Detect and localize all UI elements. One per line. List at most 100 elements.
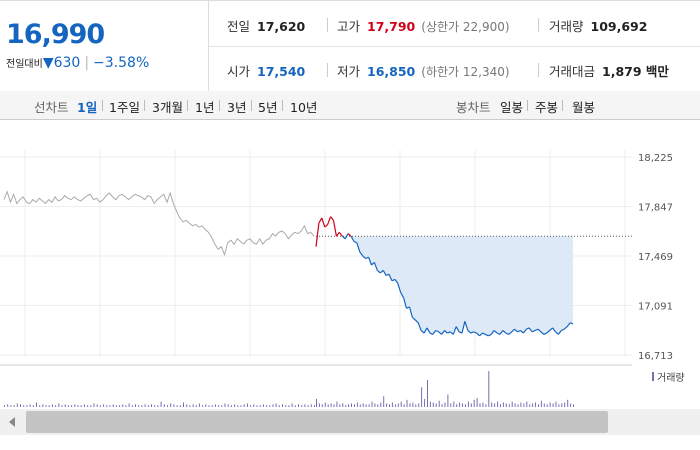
stat-value: 17,540: [257, 64, 306, 79]
volume-bar: [80, 405, 82, 407]
volume-bar: [488, 371, 490, 407]
volume-bar: [324, 402, 326, 407]
divider: [251, 100, 252, 111]
today-line-segment: [517, 329, 521, 333]
volume-bar: [520, 402, 522, 407]
volume-bar: [128, 403, 130, 407]
volume-legend-swatch: [652, 372, 654, 381]
volume-bar: [67, 405, 69, 407]
down-triangle-icon: ▼: [42, 55, 54, 71]
volume-bar: [170, 403, 172, 407]
y-tick-label: 17,091: [638, 302, 673, 313]
scrollbar-thumb[interactable]: [26, 411, 608, 433]
volume-bar: [246, 403, 248, 407]
volume-bar: [282, 404, 283, 407]
price-stats: 전일 17,620 고가 17,790 (상한가 22,900) 거래량 109,692…: [209, 1, 700, 91]
candle-chart-header: 봉차트: [456, 100, 491, 115]
volume-bar: [36, 402, 37, 407]
tab-10y[interactable]: 10년: [290, 100, 318, 115]
change-amount: 630: [53, 55, 81, 71]
divider: [538, 63, 539, 77]
volume-bar: [32, 405, 34, 407]
tab-weekly-candle[interactable]: 주봉: [535, 100, 559, 115]
today-line-segment: [467, 330, 472, 334]
stat-low: 저가 16,850 (하한가 12,340): [337, 61, 510, 80]
volume-bar: [412, 402, 414, 407]
volume-bar: [51, 404, 53, 407]
tab-monthly-candle[interactable]: 월봉: [572, 100, 596, 115]
tab-3m[interactable]: 3개월: [152, 100, 183, 115]
volume-bar: [415, 404, 417, 407]
volume-bar: [147, 405, 149, 407]
volume-bar: [377, 404, 379, 407]
stat-label: 시가: [227, 64, 251, 79]
y-tick-label: 17,469: [638, 252, 673, 263]
volume-bar: [342, 403, 344, 407]
stat-sub: (하한가 12,340): [421, 65, 510, 79]
volume-bar: [99, 405, 101, 407]
volume-bar: [125, 405, 127, 407]
divider: [219, 100, 220, 111]
today-line-segment: [566, 322, 571, 327]
divider: [282, 100, 283, 111]
stat-value: 109,692: [590, 19, 648, 34]
volume-bar: [356, 402, 358, 407]
volume-bar: [435, 403, 437, 407]
volume-bar: [250, 405, 252, 407]
today-line-segment: [526, 327, 530, 330]
stat-label: 저가: [337, 64, 361, 79]
stat-sub: (상한가 22,900): [421, 20, 510, 34]
volume-bar: [389, 404, 390, 407]
volume-bar: [74, 404, 76, 407]
y-tick-label: 16,713: [638, 351, 673, 362]
volume-bar: [359, 404, 361, 407]
volume-bar: [418, 403, 420, 407]
volume-bar: [291, 403, 293, 407]
volume-bar: [288, 405, 290, 407]
divider: [327, 63, 328, 77]
today-line-segment: [332, 220, 337, 237]
volume-bar: [494, 403, 496, 407]
volume-bar: [386, 403, 388, 407]
divider: [209, 46, 700, 47]
tab-1y[interactable]: 1년: [195, 100, 215, 115]
volume-bar: [275, 403, 277, 407]
volume-bar: [269, 405, 271, 407]
today-line-segment: [479, 332, 483, 337]
volume-bar: [447, 394, 449, 407]
stat-high: 고가 17,790 (상한가 22,900): [337, 16, 510, 35]
price-change: 전일대비▼630 | −3.58%: [6, 55, 149, 71]
tab-1d[interactable]: 1일: [77, 100, 98, 115]
divider: [144, 100, 145, 111]
volume-bar: [500, 404, 501, 407]
divider: |: [84, 55, 90, 71]
today-line-segment: [514, 328, 518, 333]
stat-value: 17,620: [257, 19, 306, 34]
volume-bar: [421, 387, 423, 407]
today-line-segment: [546, 330, 551, 334]
tab-5y[interactable]: 5년: [258, 100, 278, 115]
today-line-segment: [470, 331, 474, 334]
tab-1w[interactable]: 1주일: [109, 100, 140, 115]
today-line-segment: [388, 273, 393, 282]
today-line-segment: [444, 330, 448, 334]
today-line-segment: [344, 233, 349, 240]
today-line-segment: [403, 297, 408, 309]
today-line-segment: [315, 223, 320, 247]
today-line-segment: [347, 233, 352, 237]
scroll-left-arrow-icon[interactable]: [9, 417, 15, 427]
volume-bar: [508, 404, 510, 407]
today-line-segment: [502, 330, 507, 334]
today-line-segment: [350, 235, 355, 242]
line-chart-header: 선차트: [34, 100, 69, 115]
tab-3y[interactable]: 3년: [227, 100, 247, 115]
today-line-segment: [549, 327, 553, 331]
volume-bar: [55, 405, 57, 407]
volume-bar: [511, 401, 513, 407]
tab-daily-candle[interactable]: 일봉: [500, 100, 524, 115]
today-line-segment: [414, 319, 419, 324]
volume-bar: [122, 404, 124, 407]
volume-bar: [71, 405, 73, 407]
volume-bar: [93, 403, 95, 407]
volume-bar: [7, 404, 9, 407]
